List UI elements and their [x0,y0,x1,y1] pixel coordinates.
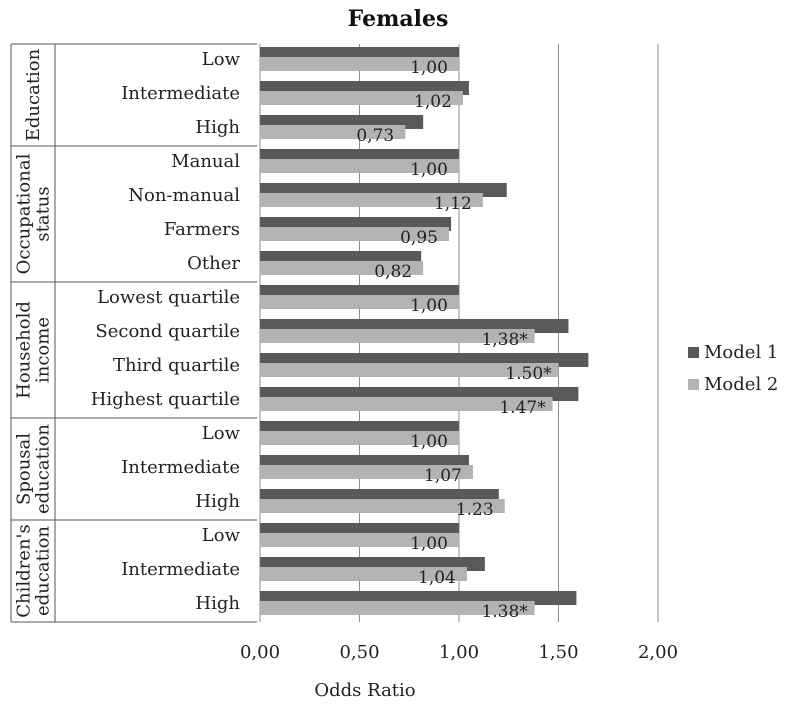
group-label: Children'seducation [14,524,54,617]
bar-model-2 [260,465,473,479]
legend-label: Model 2 [704,374,778,395]
data-label: 1.38* [481,602,528,622]
group-label: Education [23,48,44,141]
category-label: Other [187,253,240,274]
data-label: 1.23 [456,500,494,520]
category-label: Intermediate [121,457,240,478]
category-label: Highest quartile [91,389,240,410]
category-label: Manual [171,151,240,172]
bar-model-2 [260,363,559,377]
category-label: Third quartile [113,355,240,376]
category-label: Intermediate [121,559,240,580]
data-label: 1,00 [410,432,448,452]
category-label: Farmers [164,219,240,240]
x-axis-title: Odds Ratio [314,680,415,701]
bar-model-2 [260,261,424,275]
category-label: Lowest quartile [97,287,240,308]
x-tick-label: 0,00 [240,642,280,663]
data-label: 1,00 [410,160,448,180]
data-label: 0,82 [374,262,412,282]
category-label: Low [202,423,241,444]
group-label: Spousaleducation [14,424,54,514]
bars: 1,00 1,02 0,73 1,00 1,12 0,95 0,82 1,00 1,38* 1.5… [260,47,589,622]
bar-model-2 [260,295,459,309]
category-label: Low [202,49,241,70]
data-label: 1,07 [424,466,462,486]
group-label: Householdincome [14,301,54,399]
group-labels: Education Occupationalstatus Householdinco… [10,43,257,623]
legend-label: Model 1 [704,342,778,363]
category-label: High [195,491,240,512]
bar-model-2 [260,499,505,513]
data-label: 1,00 [410,58,448,78]
data-label: 1,02 [414,92,452,112]
data-label: 1.50* [505,364,552,384]
data-label: 1,04 [418,568,456,588]
x-tick-label: 2,00 [638,642,678,663]
data-label: 0,95 [400,228,438,248]
bar-model-2 [260,533,459,547]
category-label: Non-manual [128,185,240,206]
bar-model-2 [260,227,450,241]
bar-model-2 [260,159,459,173]
category-label: Second quartile [95,321,240,342]
legend: Model 1 Model 2 [688,342,778,395]
data-label: 1,12 [434,194,472,214]
category-label: High [195,117,240,138]
category-labels: Low Intermediate High Manual Non-manual Farme… [91,49,241,614]
category-label: High [195,593,240,614]
chart-title: Females [348,6,449,32]
bar-model-2 [260,397,553,411]
x-tick-label: 1,00 [439,642,479,663]
group-label: Occupationalstatus [14,153,54,274]
bar-model-2 [260,567,467,581]
data-label: 1.47* [499,398,546,418]
legend-swatch [688,379,699,390]
bar-model-2 [260,601,535,615]
bar-model-2 [260,431,459,445]
bar-model-2 [260,91,463,105]
data-label: 1,00 [410,296,448,316]
x-tick-label: 1,50 [538,642,578,663]
data-label: 0,73 [356,126,394,146]
bar-model-2 [260,57,459,71]
bar-model-2 [260,125,406,139]
data-label: 1,38* [481,330,528,350]
x-axis-ticks: 0,00 0,50 1,00 1,50 2,00 [240,642,678,663]
x-tick-label: 0,50 [339,642,379,663]
bar-model-2 [260,329,535,343]
data-label: 1,00 [410,534,448,554]
category-label: Low [202,525,241,546]
legend-swatch [688,347,699,358]
category-label: Intermediate [121,83,240,104]
bar-model-2 [260,193,483,207]
